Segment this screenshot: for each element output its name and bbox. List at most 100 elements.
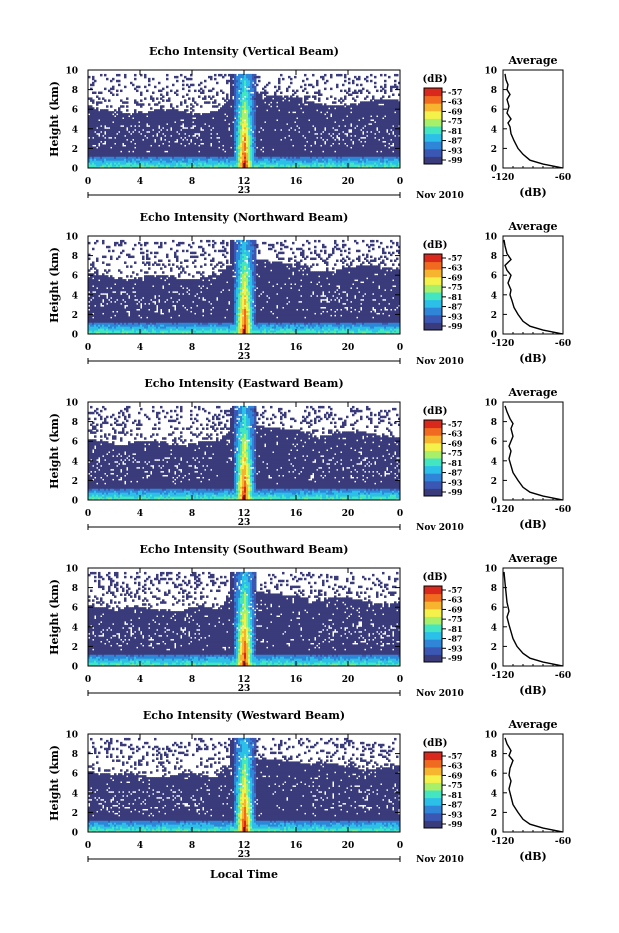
heatmap-cell bbox=[110, 158, 113, 161]
heatmap-cell bbox=[212, 119, 215, 122]
heatmap-cell bbox=[278, 160, 281, 163]
heatmap-cell bbox=[112, 154, 115, 157]
heatmap-cell bbox=[172, 132, 175, 136]
heatmap-cell bbox=[316, 79, 319, 83]
heatmap-cell bbox=[122, 164, 125, 167]
heatmap-cell bbox=[136, 117, 139, 120]
heatmap-cell bbox=[180, 132, 183, 136]
heatmap-cell bbox=[102, 97, 105, 100]
heatmap-cell bbox=[286, 160, 289, 163]
heatmap-cell bbox=[128, 117, 131, 120]
heatmap-cell bbox=[250, 87, 253, 91]
heatmap-cell bbox=[174, 162, 177, 165]
heatmap-cell bbox=[252, 93, 255, 96]
heatmap-cell bbox=[232, 107, 235, 110]
heatmap-cell bbox=[228, 138, 231, 142]
heatmap-cell bbox=[232, 103, 235, 106]
heatmap-cell bbox=[246, 126, 249, 130]
heatmap-cell bbox=[106, 144, 109, 147]
heatmap-cell bbox=[232, 73, 235, 77]
heatmap-cell bbox=[142, 162, 145, 165]
heatmap-cell bbox=[232, 154, 235, 157]
heatmap-cell bbox=[268, 160, 271, 163]
heatmap-cell bbox=[278, 166, 281, 169]
heatmap-cell bbox=[146, 142, 149, 145]
heatmap-cell bbox=[242, 156, 245, 159]
heatmap-cell bbox=[238, 115, 241, 118]
heatmap-cell bbox=[152, 91, 155, 95]
heatmap-cell bbox=[252, 148, 255, 151]
heatmap-cell bbox=[162, 166, 165, 169]
heatmap-cell bbox=[112, 128, 115, 132]
heatmap-cell bbox=[162, 113, 165, 116]
heatmap-cell bbox=[290, 119, 293, 122]
heatmap-cell bbox=[280, 152, 283, 155]
heatmap-cell bbox=[196, 150, 199, 153]
heatmap-cell bbox=[140, 164, 143, 167]
heatmap-cell bbox=[114, 152, 117, 155]
heatmap-cell bbox=[110, 79, 113, 83]
heatmap-cell bbox=[240, 154, 243, 157]
heatmap-cell bbox=[194, 146, 197, 149]
heatmap-cell bbox=[130, 160, 133, 163]
heatmap-cell bbox=[198, 130, 201, 134]
heatmap-cell bbox=[292, 124, 295, 128]
heatmap-cell bbox=[96, 124, 99, 128]
heatmap-cell bbox=[160, 126, 163, 130]
heatmap-cell bbox=[292, 99, 295, 102]
heatmap-cell bbox=[258, 75, 261, 79]
heatmap-cell bbox=[268, 126, 271, 130]
heatmap-cell bbox=[118, 117, 121, 120]
heatmap-cell bbox=[154, 150, 157, 153]
heatmap-cell bbox=[136, 113, 139, 116]
heatmap-cell bbox=[154, 130, 157, 134]
heatmap-cell bbox=[134, 87, 137, 91]
heatmap-cell bbox=[256, 91, 259, 95]
heatmap-cell bbox=[244, 144, 247, 147]
heatmap-cell bbox=[128, 144, 131, 147]
heatmap-cell bbox=[274, 103, 277, 106]
heatmap-cell bbox=[92, 117, 95, 120]
heatmap-cell bbox=[174, 156, 177, 159]
heatmap-cell bbox=[258, 105, 261, 108]
heatmap-cell bbox=[92, 158, 95, 161]
heatmap-cell bbox=[108, 140, 111, 144]
heatmap-cell bbox=[96, 158, 99, 161]
heatmap-cell bbox=[120, 164, 123, 167]
heatmap-cell bbox=[166, 162, 169, 165]
heatmap-cell bbox=[160, 124, 163, 128]
heatmap-cell bbox=[202, 144, 205, 147]
heatmap-cell bbox=[294, 99, 297, 102]
heatmap-cell bbox=[100, 111, 103, 114]
heatmap-cell bbox=[188, 148, 191, 151]
heatmap-cell bbox=[214, 140, 217, 144]
heatmap-cell bbox=[264, 164, 267, 167]
heatmap-cell bbox=[182, 115, 185, 118]
heatmap-cell bbox=[284, 124, 287, 128]
heatmap-cell bbox=[290, 95, 293, 98]
heatmap-cell bbox=[124, 156, 127, 159]
heatmap-cell bbox=[278, 85, 281, 89]
heatmap-cell bbox=[246, 166, 249, 169]
heatmap-cell bbox=[278, 162, 281, 165]
heatmap-cell bbox=[188, 119, 191, 122]
heatmap-cell bbox=[238, 160, 241, 163]
heatmap-cell bbox=[210, 150, 213, 153]
heatmap-cell bbox=[192, 130, 195, 134]
heatmap-cell bbox=[142, 154, 145, 157]
heatmap-cell bbox=[214, 142, 217, 145]
heatmap-cell bbox=[298, 152, 301, 155]
heatmap-cell bbox=[244, 73, 247, 77]
heatmap-cell bbox=[174, 132, 177, 136]
heatmap-cell bbox=[90, 117, 93, 120]
heatmap-cell bbox=[228, 158, 231, 161]
heatmap-cell bbox=[112, 122, 115, 126]
heatmap-cell bbox=[284, 103, 287, 106]
heatmap-cell bbox=[90, 113, 93, 116]
heatmap-cell bbox=[236, 150, 239, 153]
heatmap-cell bbox=[118, 83, 121, 87]
heatmap-cell bbox=[152, 148, 155, 151]
heatmap-cell bbox=[200, 130, 203, 134]
heatmap-cell bbox=[126, 119, 129, 122]
heatmap-cell bbox=[240, 120, 243, 124]
